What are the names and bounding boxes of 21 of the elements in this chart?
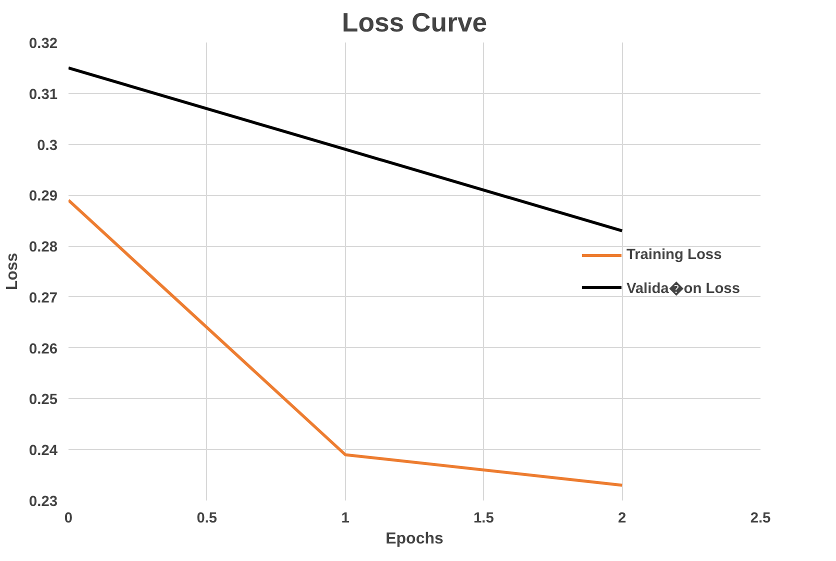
y-tick-label: 0.26 <box>28 341 58 358</box>
legend-label: Valida�on Loss <box>626 280 740 297</box>
x-tick-label: 1 <box>341 510 350 526</box>
y-tick-label: 0.28 <box>28 240 58 256</box>
y-axis-title: Loss <box>4 252 21 290</box>
y-tick-label: 0.27 <box>28 290 58 306</box>
x-tick-label: 0 <box>64 510 73 526</box>
chart-title: Loss Curve <box>342 8 488 38</box>
y-tick-label: 0.3 <box>37 138 58 154</box>
legend-label: Training Loss <box>626 247 722 263</box>
y-tick-label: 0.29 <box>28 188 58 205</box>
y-tick-label: 0.31 <box>28 86 58 103</box>
x-tick-label: 1.5 <box>474 510 494 526</box>
y-tick-label: 0.23 <box>28 494 58 510</box>
y-tick-label: 0.25 <box>28 392 58 408</box>
x-axis-title: Epochs <box>386 530 444 548</box>
x-tick-label: 0.5 <box>196 510 218 526</box>
x-tick-label: 2 <box>618 510 626 526</box>
x-tick-label: 2.5 <box>750 510 771 526</box>
y-tick-label: 0.32 <box>28 36 58 52</box>
y-tick-label: 0.24 <box>28 443 58 460</box>
